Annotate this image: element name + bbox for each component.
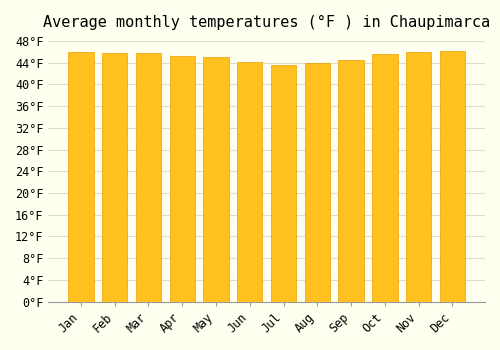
Bar <box>372 55 398 302</box>
Bar <box>170 56 195 302</box>
Bar <box>68 52 94 302</box>
Bar <box>237 62 262 302</box>
Bar <box>440 51 465 302</box>
Bar <box>271 65 296 302</box>
Bar <box>136 54 161 302</box>
Bar <box>338 60 364 302</box>
Bar <box>304 63 330 302</box>
Bar <box>406 52 431 302</box>
Bar <box>204 57 229 302</box>
Bar <box>102 54 128 302</box>
Title: Average monthly temperatures (°F ) in Chaupimarca: Average monthly temperatures (°F ) in Ch… <box>43 15 490 30</box>
